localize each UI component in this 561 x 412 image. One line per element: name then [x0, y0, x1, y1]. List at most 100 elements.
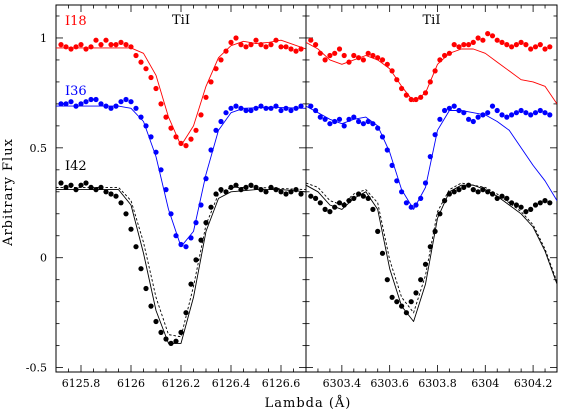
data-point-i18: [456, 44, 462, 50]
data-point-i42: [509, 200, 515, 206]
data-point-i18: [422, 90, 429, 96]
x-tick-label: 6303.4: [323, 377, 362, 390]
panel-frame-left: [55, 4, 307, 373]
data-point-i36: [248, 107, 254, 114]
data-point-i42: [293, 187, 299, 193]
data-point-i42: [360, 193, 366, 199]
data-point-i36: [178, 241, 184, 248]
data-point-i36: [403, 200, 409, 206]
panel-title: TiI: [423, 13, 441, 28]
data-point-i18: [542, 46, 548, 52]
data-point-i36: [346, 116, 352, 122]
series-label-i18: I18: [65, 14, 87, 29]
data-point-i42: [118, 200, 124, 206]
model-line-i18: [56, 39, 306, 147]
data-point-i36: [278, 107, 284, 114]
series-i18: [306, 30, 557, 105]
data-point-i36: [513, 110, 520, 116]
data-point-i36: [268, 105, 274, 111]
data-point-i18: [384, 61, 390, 67]
data-point-i18: [213, 66, 219, 72]
data-point-i42: [375, 228, 381, 234]
series-i36: [306, 103, 557, 210]
data-point-i18: [233, 35, 239, 41]
data-point-i42: [88, 184, 94, 190]
data-point-i42: [470, 187, 476, 193]
data-point-i18: [332, 50, 338, 56]
data-point-i36: [308, 103, 314, 109]
data-point-i42: [273, 187, 279, 193]
data-point-i36: [360, 121, 366, 127]
data-point-i36: [451, 103, 457, 109]
data-point-i36: [108, 105, 114, 111]
data-point-i36: [365, 118, 371, 125]
data-point-i42: [243, 184, 249, 190]
data-point-i42: [63, 184, 69, 190]
panel-title: TiI: [172, 13, 190, 28]
data-point-i42: [188, 281, 194, 287]
series-i18: [56, 35, 306, 149]
data-point-i42: [253, 184, 259, 190]
data-point-i42: [422, 261, 429, 267]
data-point-i42: [68, 182, 74, 188]
data-point-i36: [475, 114, 481, 120]
data-point-i36: [88, 96, 94, 103]
data-point-i36: [273, 103, 279, 109]
data-point-i36: [243, 107, 249, 114]
data-point-i18: [138, 59, 144, 65]
data-point-i42: [437, 211, 443, 217]
data-point-i36: [293, 105, 299, 111]
data-point-i18: [528, 46, 534, 52]
data-point-i36: [263, 105, 269, 111]
data-point-i18: [523, 42, 529, 48]
data-point-i42: [466, 182, 472, 188]
data-point-i36: [283, 105, 289, 111]
data-point-i42: [113, 193, 119, 199]
data-point-i42: [461, 184, 467, 190]
data-point-i42: [258, 187, 264, 193]
data-point-i42: [451, 189, 457, 195]
data-point-i18: [113, 42, 119, 48]
data-point-i42: [123, 211, 129, 217]
data-point-i36: [389, 162, 395, 168]
data-point-i18: [293, 48, 299, 54]
model-line-dotted-i42: [56, 186, 306, 338]
data-point-i18: [480, 37, 486, 43]
data-point-i42: [327, 209, 333, 215]
data-point-i42: [365, 195, 371, 201]
data-point-i36: [58, 101, 64, 107]
data-point-i18: [475, 35, 481, 41]
x-axis-label: Lambda (Å): [265, 395, 352, 411]
data-point-i36: [93, 96, 99, 103]
data-point-i18: [63, 44, 69, 50]
data-point-i42: [103, 189, 109, 195]
data-point-i18: [108, 42, 114, 48]
data-point-i18: [68, 46, 74, 52]
data-point-i36: [193, 220, 199, 226]
data-point-i36: [523, 110, 529, 116]
data-point-i42: [475, 189, 481, 195]
data-point-i18: [273, 37, 279, 43]
data-point-i42: [370, 206, 376, 212]
data-point-i18: [389, 68, 395, 74]
y-axis-label: Arbitrary Flux: [1, 138, 16, 247]
data-point-i36: [313, 107, 319, 114]
data-point-i36: [384, 147, 390, 153]
x-tick-label: 6126.4: [212, 377, 251, 390]
data-point-i36: [143, 123, 149, 129]
data-point-i36: [394, 178, 400, 184]
data-point-i36: [258, 103, 264, 109]
data-point-i18: [218, 57, 224, 63]
x-tick-label: 6126.6: [262, 377, 301, 390]
data-point-i18: [375, 55, 381, 61]
data-point-i42: [336, 200, 343, 206]
data-point-i36: [336, 116, 343, 122]
data-point-i42: [218, 187, 224, 193]
data-point-i36: [422, 180, 429, 186]
series-label-i36: I36: [65, 84, 87, 99]
data-point-i42: [408, 299, 414, 305]
data-point-i36: [542, 110, 548, 116]
data-point-i18: [351, 52, 357, 59]
data-point-i18: [78, 42, 84, 48]
